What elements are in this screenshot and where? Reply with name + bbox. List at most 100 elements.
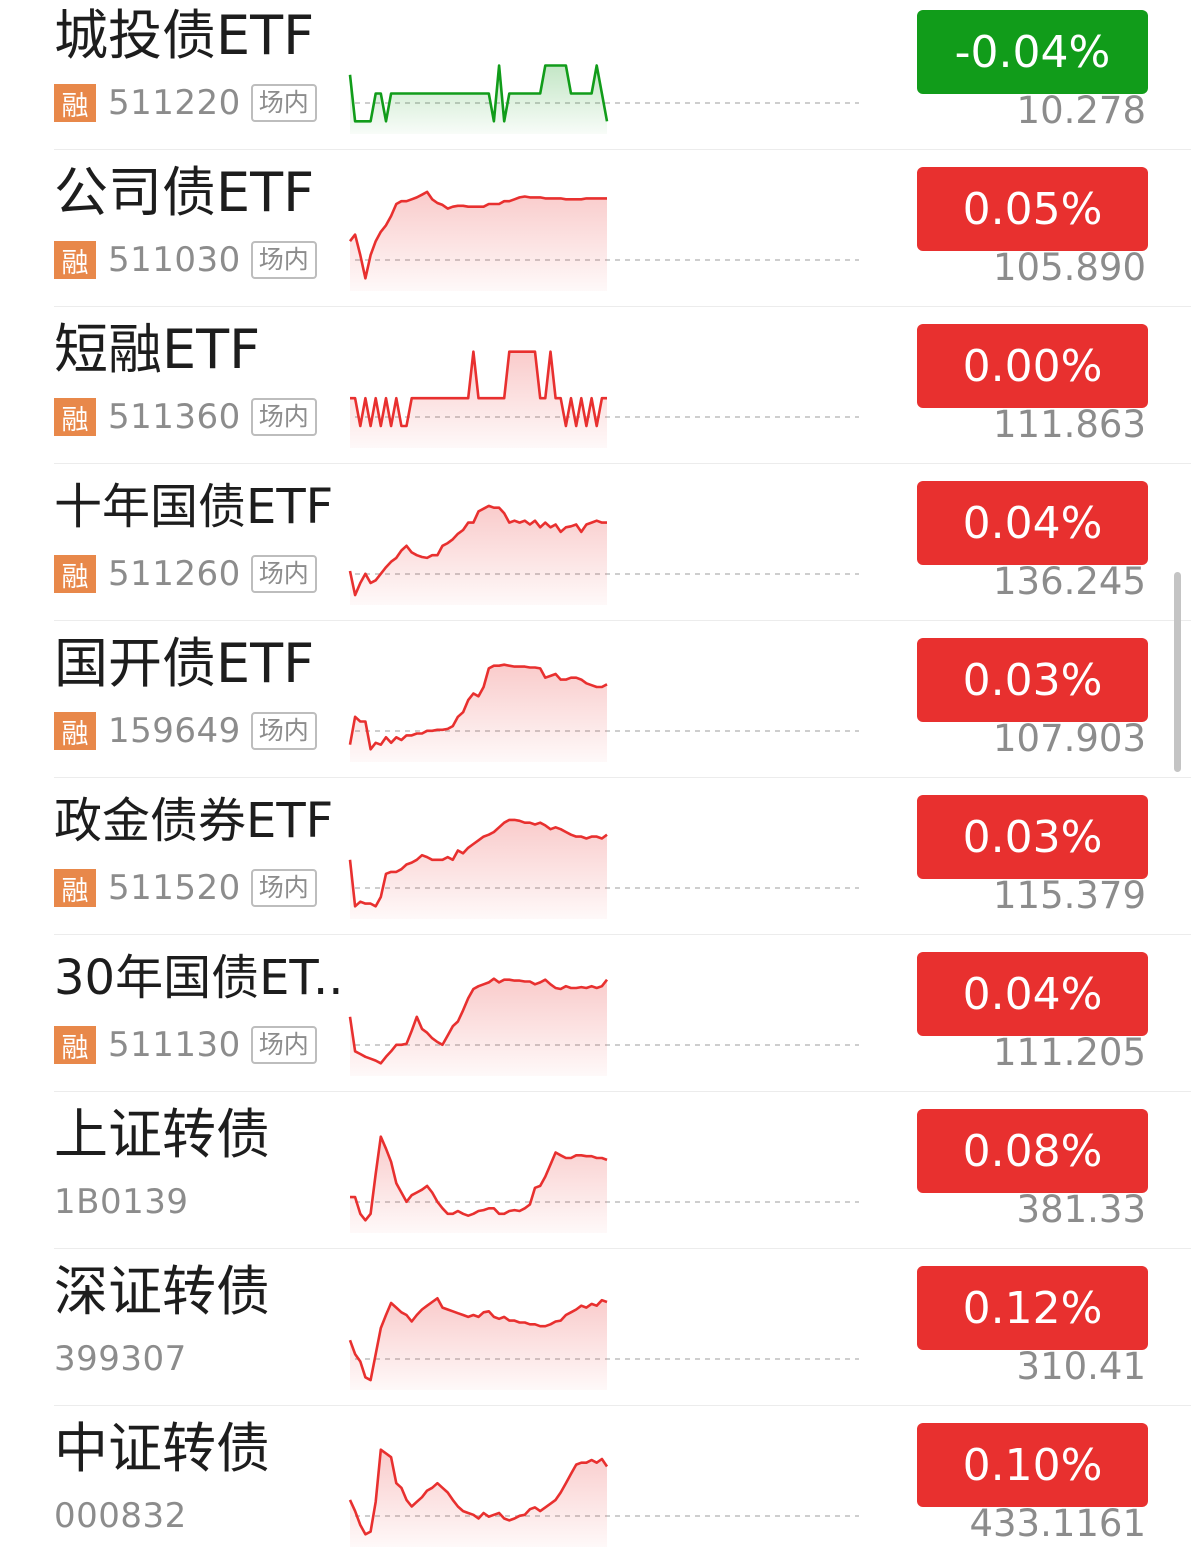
sparkline-line [348,504,607,597]
item-name: 国开债ETF [54,632,315,695]
item-name: 十年国债ETF [54,479,334,535]
row-divider [54,620,1191,621]
item-meta: 399307 [54,1337,197,1381]
sparkline-line [348,1297,608,1382]
margin-tag: 融 [54,241,96,279]
item-price: 10.278 [1016,89,1146,132]
row-divider [54,306,1191,307]
exchange-tag: 场内 [250,555,317,593]
item-meta: 融 511360 场内 [54,395,317,439]
item-price: 105.890 [992,246,1146,289]
item-name: 城投债ETF [54,4,315,67]
sparkline-area [350,1298,607,1390]
item-name: 公司债ETF [54,161,315,224]
item-price: 111.863 [992,403,1146,446]
item-code: 511130 [108,1025,241,1065]
margin-tag: 融 [54,1026,96,1064]
sparkline-line [348,1448,609,1536]
item-meta: 000832 [54,1494,197,1538]
change-badge[interactable]: 0.08% [917,1109,1148,1193]
list-item[interactable]: 深证转债 399307 0.12% 310.41 [0,1249,1191,1406]
item-name: 上证转债 [54,1103,270,1166]
exchange-tag: 场内 [250,712,317,750]
sparkline-area [350,819,607,919]
list-item[interactable]: 国开债ETF 融 159649 场内 0.03% 107.903 [0,621,1191,778]
list-item[interactable]: 十年国债ETF 融 511260 场内 0.04% 136.245 [0,464,1191,621]
item-code: 399307 [54,1339,187,1379]
item-meta: 融 511030 场内 [54,238,317,282]
exchange-tag: 场内 [250,84,317,122]
item-name: 短融ETF [54,318,261,381]
sparkline-line [348,663,608,751]
exchange-tag: 场内 [250,869,317,907]
margin-tag: 融 [54,712,96,750]
item-price: 107.903 [992,717,1146,760]
change-badge[interactable]: 0.05% [917,167,1148,251]
item-name: 深证转债 [54,1260,270,1323]
sparkline-line [348,64,609,123]
item-meta: 融 511260 场内 [54,552,317,596]
sparkline-chart [348,1297,859,1390]
item-code: 511520 [108,868,241,908]
item-name: 政金债券ETF [54,793,334,849]
list-item[interactable]: 短融ETF 融 511360 场内 0.00% 111.863 [0,307,1191,464]
change-badge[interactable]: 0.00% [917,324,1148,408]
item-meta: 融 511520 场内 [54,866,317,910]
row-divider [54,463,1191,464]
sparkline-chart [348,504,859,605]
sparkline-chart [348,663,859,762]
change-badge[interactable]: 0.10% [917,1423,1148,1507]
change-badge[interactable]: 0.03% [917,795,1148,879]
sparkline-chart [348,64,859,134]
item-code: 511260 [108,554,241,594]
item-price: 136.245 [992,560,1146,603]
list-item[interactable]: 城投债ETF 融 511220 场内 -0.04% 10.278 [0,0,1191,150]
row-divider [54,777,1191,778]
row-divider [54,149,1191,150]
margin-tag: 融 [54,555,96,593]
item-price: 433.1161 [969,1502,1146,1545]
change-badge[interactable]: 0.04% [917,952,1148,1036]
item-meta: 融 511130 场内 [54,1023,317,1067]
item-code: 511360 [108,397,241,437]
sparkline-area [350,664,607,762]
change-badge[interactable]: 0.12% [917,1266,1148,1350]
sparkline-area [350,191,607,291]
item-code: 000832 [54,1496,187,1536]
item-meta: 融 159649 场内 [54,709,317,753]
change-badge[interactable]: 0.04% [917,481,1148,565]
item-meta: 融 511220 场内 [54,81,317,125]
item-price: 111.205 [992,1031,1146,1074]
exchange-tag: 场内 [250,1026,317,1064]
sparkline-area [350,351,607,448]
sparkline-chart [348,1448,859,1547]
list-item[interactable]: 上证转债 1B0139 0.08% 381.33 [0,1092,1191,1249]
exchange-tag: 场内 [250,241,317,279]
exchange-tag: 场内 [250,398,317,436]
list-item[interactable]: 公司债ETF 融 511030 场内 0.05% 105.890 [0,150,1191,307]
sparkline-area [350,505,607,605]
change-badge[interactable]: 0.03% [917,638,1148,722]
item-code: 511220 [108,83,241,123]
sparkline-line [350,1135,608,1222]
item-price: 310.41 [1016,1345,1146,1388]
sparkline-line [348,190,607,280]
row-divider [54,1091,1191,1092]
item-code: 1B0139 [54,1182,189,1222]
list-item[interactable]: 30年国债ET... 融 511130 场内 0.04% 111.205 [0,935,1191,1092]
margin-tag: 融 [54,84,96,122]
item-name: 30年国债ET... [54,950,344,1006]
item-code: 511030 [108,240,241,280]
change-badge[interactable]: -0.04% [917,10,1148,94]
sparkline-area [350,1136,607,1233]
sparkline-chart [350,1135,859,1233]
sparkline-line [348,977,609,1065]
scrollbar-thumb[interactable] [1174,572,1181,772]
list-item[interactable]: 政金债券ETF 融 511520 场内 0.03% 115.379 [0,778,1191,935]
item-code: 159649 [108,711,241,751]
row-divider [54,1405,1191,1406]
margin-tag: 融 [54,398,96,436]
list-item[interactable]: 中证转债 000832 0.10% 433.1161 [0,1406,1191,1563]
item-meta: 1B0139 [54,1180,198,1224]
row-divider [54,1248,1191,1249]
